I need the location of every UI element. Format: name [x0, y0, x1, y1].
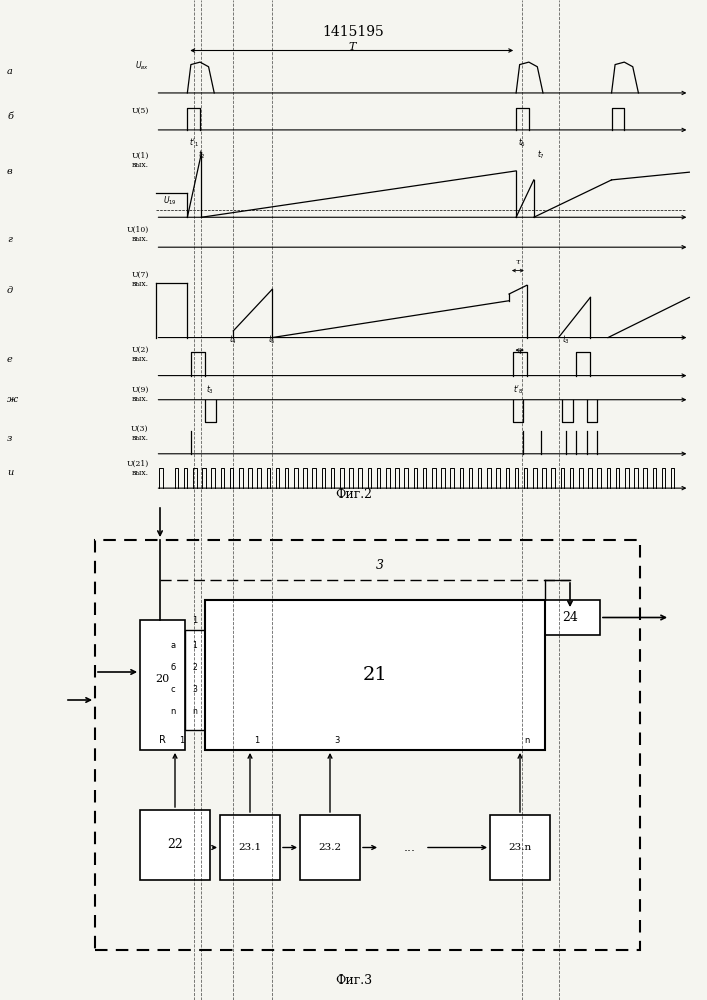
Text: 24: 24: [562, 611, 578, 624]
Text: б: б: [7, 112, 13, 121]
Bar: [140, 620, 185, 750]
Text: $t_6$: $t_6$: [518, 137, 527, 149]
Bar: [300, 815, 360, 880]
Text: U(2)
вых.: U(2) вых.: [131, 346, 148, 363]
Text: n: n: [524, 736, 530, 745]
Text: 21: 21: [363, 666, 387, 684]
Text: $t_4$: $t_4$: [229, 334, 238, 346]
Text: $t_3$: $t_3$: [206, 384, 214, 396]
Text: 22: 22: [167, 838, 183, 852]
Text: и: и: [7, 468, 13, 477]
Bar: [140, 810, 210, 880]
Text: $t'_1$: $t'_1$: [189, 137, 199, 149]
Text: $t_7$: $t_7$: [537, 149, 545, 161]
Text: R: R: [159, 735, 166, 745]
Text: $t'_8$: $t'_8$: [513, 384, 523, 396]
Text: 3: 3: [192, 684, 197, 694]
Text: U(5): U(5): [131, 107, 148, 115]
Text: с: с: [170, 684, 175, 694]
Text: з: з: [7, 434, 13, 443]
Text: $t_5$: $t_5$: [268, 334, 276, 346]
Text: ж: ж: [7, 395, 18, 404]
Text: $t_3$: $t_3$: [561, 334, 570, 346]
Text: Фиг.3: Фиг.3: [335, 974, 372, 986]
Text: n: n: [192, 706, 197, 716]
Text: Фиг.2: Фиг.2: [335, 488, 372, 502]
Text: д: д: [7, 286, 13, 295]
Text: 1: 1: [192, 616, 198, 625]
Text: а: а: [170, 641, 175, 650]
Text: б: б: [170, 662, 175, 672]
Text: 23.2: 23.2: [318, 843, 341, 852]
Text: U(7)
вых.: U(7) вых.: [131, 271, 148, 288]
Text: $t_2$: $t_2$: [197, 149, 206, 161]
Text: ...: ...: [404, 841, 416, 854]
Bar: [205, 600, 545, 750]
Text: 23.n: 23.n: [508, 843, 532, 852]
Text: 20: 20: [156, 674, 170, 684]
Bar: [220, 815, 280, 880]
Text: 1: 1: [179, 736, 185, 745]
Text: U(3)
вых.: U(3) вых.: [131, 425, 148, 442]
Text: 1415195: 1415195: [322, 24, 385, 38]
Text: U(21)
вых.: U(21) вых.: [127, 460, 148, 477]
Text: 3: 3: [376, 559, 384, 572]
Text: $U_{19}$: $U_{19}$: [163, 194, 177, 207]
Bar: [185, 630, 205, 730]
Bar: [95, 540, 640, 950]
Text: U(9)
вых.: U(9) вых.: [131, 386, 148, 403]
Text: в: в: [7, 167, 13, 176]
Text: 1: 1: [192, 641, 197, 650]
Text: г: г: [7, 235, 12, 244]
Text: е: е: [7, 355, 13, 364]
Text: τ: τ: [518, 348, 522, 356]
Text: U(1)
вых.: U(1) вых.: [131, 152, 148, 169]
Text: 1: 1: [254, 736, 259, 745]
Text: а: а: [7, 67, 13, 76]
Text: $U_{вх}$: $U_{вх}$: [134, 59, 148, 72]
Text: n: n: [170, 706, 175, 716]
Text: T: T: [348, 41, 356, 51]
Text: 3: 3: [334, 736, 339, 745]
Text: 23.1: 23.1: [238, 843, 262, 852]
Text: 2: 2: [192, 662, 197, 672]
Bar: [490, 815, 550, 880]
Text: U(10)
вых.: U(10) вых.: [127, 226, 148, 243]
Text: τ: τ: [515, 258, 520, 266]
Bar: [540, 600, 600, 635]
